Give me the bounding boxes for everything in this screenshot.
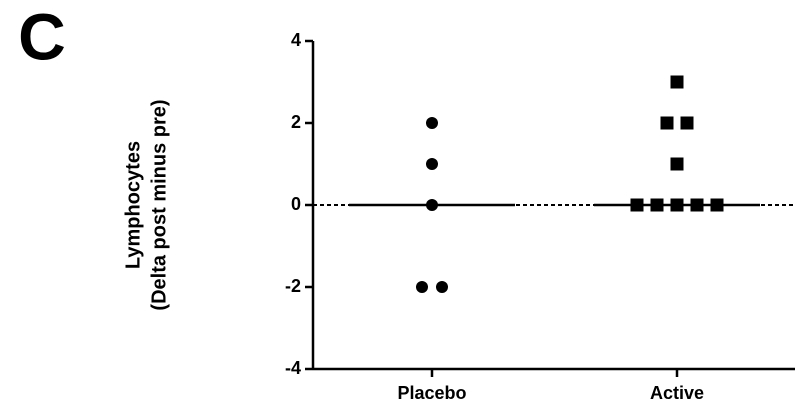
data-point [426,199,438,211]
y-axis-label: Lymphocytes [122,141,144,269]
y-tick-label: -4 [285,358,301,378]
panel-label: C [18,0,66,73]
x-tick-label: Placebo [397,383,466,403]
y-axis-label: (Delta post minus pre) [148,99,170,310]
data-point [426,158,438,170]
data-point [416,281,428,293]
data-point [650,198,664,212]
data-point [710,198,724,212]
data-point [670,75,684,89]
data-point [630,198,644,212]
data-point [436,281,448,293]
y-tick-label: 4 [291,30,301,50]
data-point [690,198,704,212]
y-tick-label: 0 [291,194,301,214]
data-point [680,116,694,130]
data-point [426,117,438,129]
data-point [670,198,684,212]
data-point [670,157,684,171]
x-tick-label: Active [650,383,704,403]
y-tick-label: -2 [285,276,301,296]
data-point [660,116,674,130]
y-tick-label: 2 [291,112,301,132]
